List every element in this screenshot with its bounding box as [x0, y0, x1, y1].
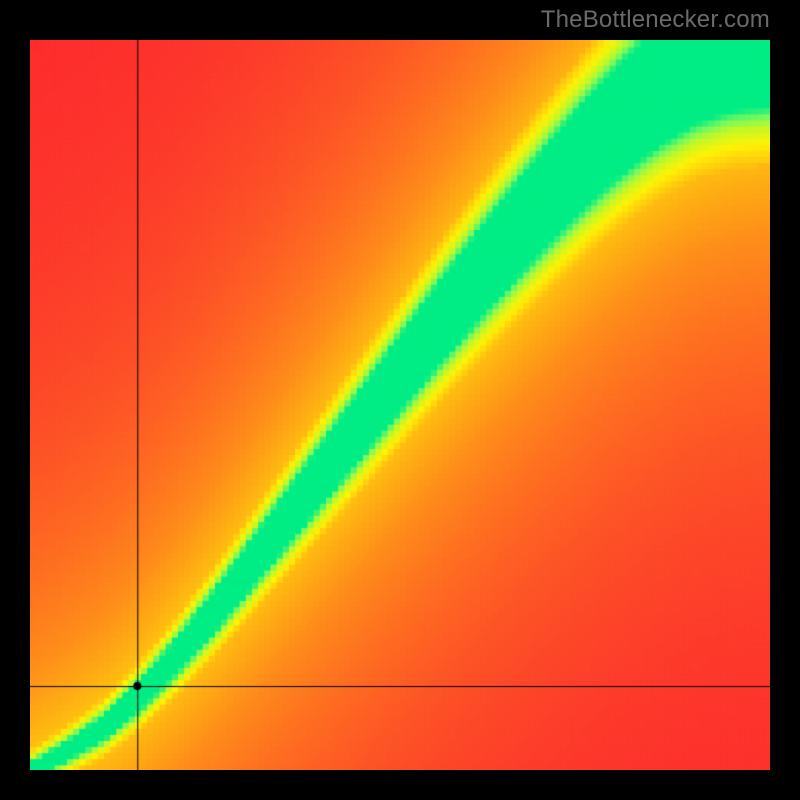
watermark-text: TheBottlenecker.com [541, 6, 770, 34]
chart-frame: TheBottlenecker.com [0, 0, 800, 800]
bottleneck-heatmap [30, 40, 770, 770]
